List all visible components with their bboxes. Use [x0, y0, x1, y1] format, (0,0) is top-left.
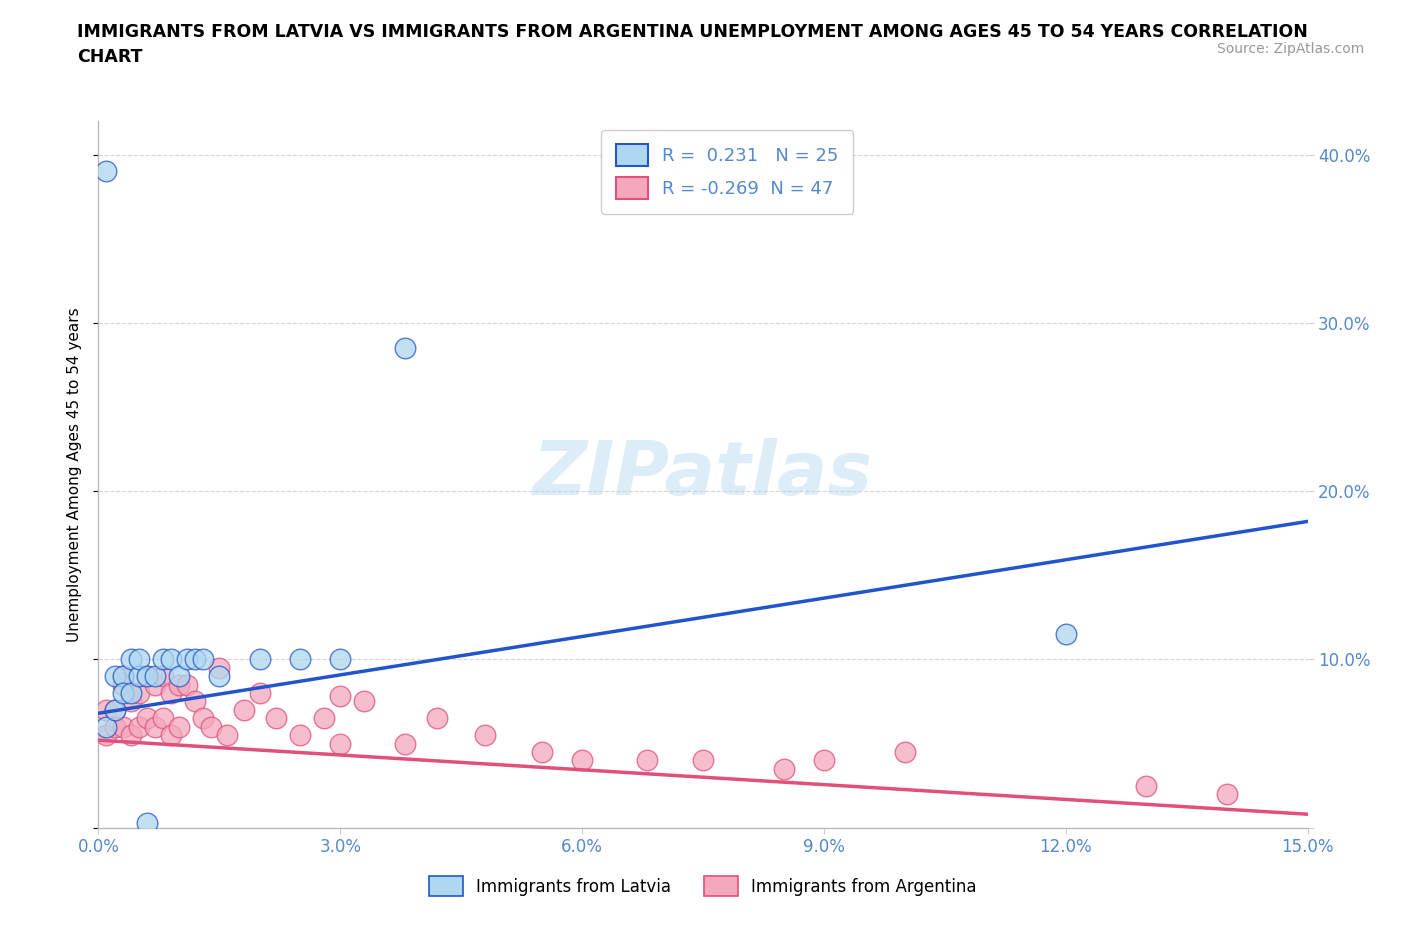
Point	[184, 694, 207, 709]
Point	[143, 719, 166, 734]
Point	[152, 652, 174, 667]
Point	[111, 669, 134, 684]
Point	[1216, 787, 1239, 802]
Point	[193, 652, 215, 667]
Point	[176, 677, 198, 692]
Point	[530, 745, 553, 760]
Point	[135, 669, 157, 684]
Point	[288, 652, 311, 667]
Point	[152, 711, 174, 725]
Point	[426, 711, 449, 725]
Point	[103, 669, 125, 684]
Point	[264, 711, 287, 725]
Point	[135, 816, 157, 830]
Point	[128, 669, 150, 684]
Point	[96, 164, 118, 179]
Point	[200, 719, 222, 734]
Point	[111, 669, 134, 684]
Point	[111, 677, 134, 692]
Point	[1054, 627, 1077, 642]
Point	[167, 719, 190, 734]
Point	[167, 677, 190, 692]
Point	[103, 719, 125, 734]
Point	[208, 660, 231, 675]
Point	[167, 669, 190, 684]
Text: Source: ZipAtlas.com: Source: ZipAtlas.com	[1216, 42, 1364, 56]
Point	[160, 685, 183, 700]
Point	[249, 685, 271, 700]
Point	[813, 753, 835, 768]
Point	[160, 652, 183, 667]
Point	[120, 694, 142, 709]
Point	[636, 753, 658, 768]
Point	[103, 702, 125, 717]
Point	[96, 719, 118, 734]
Point	[208, 669, 231, 684]
Point	[176, 652, 198, 667]
Point	[96, 727, 118, 742]
Point	[184, 652, 207, 667]
Point	[111, 685, 134, 700]
Text: ZIPatlas: ZIPatlas	[533, 438, 873, 511]
Point	[394, 340, 416, 355]
Point	[135, 669, 157, 684]
Point	[329, 652, 352, 667]
Point	[111, 719, 134, 734]
Point	[217, 727, 239, 742]
Y-axis label: Unemployment Among Ages 45 to 54 years: Unemployment Among Ages 45 to 54 years	[67, 307, 83, 642]
Point	[232, 702, 254, 717]
Point	[128, 685, 150, 700]
Point	[96, 702, 118, 717]
Legend: Immigrants from Latvia, Immigrants from Argentina: Immigrants from Latvia, Immigrants from …	[423, 870, 983, 903]
Point	[692, 753, 714, 768]
Point	[128, 719, 150, 734]
Point	[160, 727, 183, 742]
Point	[893, 745, 915, 760]
Point	[249, 652, 271, 667]
Point	[1135, 778, 1157, 793]
Point	[474, 727, 496, 742]
Point	[193, 711, 215, 725]
Point	[394, 737, 416, 751]
Point	[772, 762, 794, 777]
Point	[152, 669, 174, 684]
Point	[329, 737, 352, 751]
Legend: R =  0.231   N = 25, R = -0.269  N = 47: R = 0.231 N = 25, R = -0.269 N = 47	[602, 130, 853, 214]
Point	[120, 685, 142, 700]
Point	[353, 694, 375, 709]
Point	[143, 677, 166, 692]
Point	[120, 652, 142, 667]
Point	[120, 727, 142, 742]
Point	[314, 711, 336, 725]
Point	[288, 727, 311, 742]
Text: IMMIGRANTS FROM LATVIA VS IMMIGRANTS FROM ARGENTINA UNEMPLOYMENT AMONG AGES 45 T: IMMIGRANTS FROM LATVIA VS IMMIGRANTS FRO…	[77, 23, 1308, 41]
Point	[329, 689, 352, 704]
Point	[571, 753, 593, 768]
Point	[143, 669, 166, 684]
Point	[103, 702, 125, 717]
Text: CHART: CHART	[77, 48, 143, 66]
Point	[128, 652, 150, 667]
Point	[135, 711, 157, 725]
